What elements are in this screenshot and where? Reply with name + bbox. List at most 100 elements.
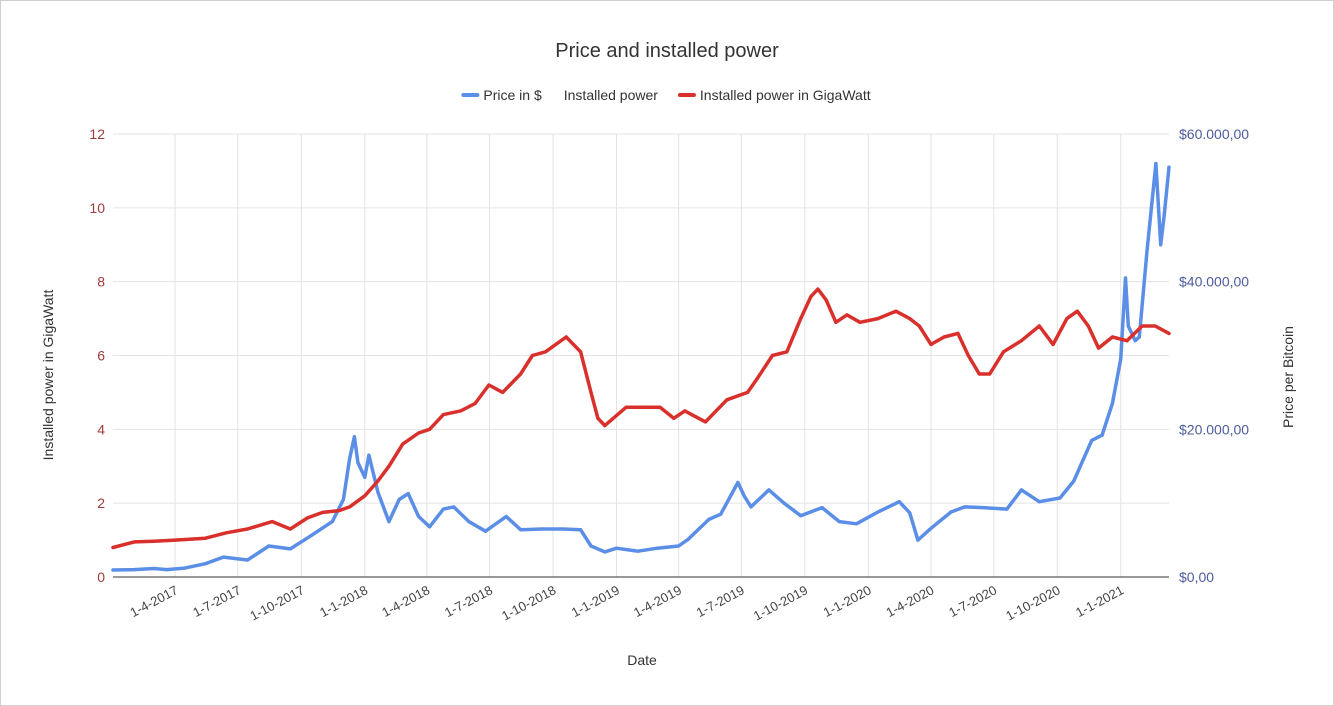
data-point <box>1019 339 1024 343</box>
data-point <box>1159 243 1163 247</box>
data-point <box>363 475 367 479</box>
y-axis-right-title: Price per Bitcoin <box>1280 326 1296 428</box>
data-point <box>596 416 600 420</box>
data-point <box>858 320 862 324</box>
data-point <box>356 461 360 465</box>
data-point <box>686 537 690 541</box>
data-point <box>441 507 445 511</box>
data-point <box>845 313 849 317</box>
data-point <box>677 544 681 548</box>
data-point <box>876 317 880 321</box>
data-point <box>519 528 523 532</box>
x-tick-label: 1-10-2020 <box>1003 582 1062 623</box>
data-point <box>330 520 334 524</box>
data-point <box>554 342 558 346</box>
data-point <box>749 505 753 509</box>
y-left-tick-label: 8 <box>97 274 105 290</box>
data-point <box>785 350 789 354</box>
data-point <box>1075 309 1079 313</box>
data-point <box>672 416 676 420</box>
data-point <box>487 383 491 387</box>
data-point <box>1133 339 1137 343</box>
x-tick-label: 1-10-2017 <box>247 582 306 623</box>
data-point <box>756 376 760 380</box>
x-tick-label: 1-1-2020 <box>821 582 874 620</box>
data-point <box>589 390 593 394</box>
data-point <box>809 294 813 298</box>
data-point <box>1140 324 1144 328</box>
x-tick-label: 1-7-2017 <box>190 582 243 620</box>
data-point <box>614 546 619 550</box>
gridlines <box>113 133 1169 577</box>
data-point <box>1110 401 1114 406</box>
data-point <box>1097 346 1101 350</box>
data-point <box>929 526 933 530</box>
data-point <box>703 420 708 424</box>
data-point <box>132 568 136 572</box>
data-point <box>1001 350 1006 354</box>
installed-power-line <box>111 287 1171 550</box>
data-point <box>270 520 274 524</box>
data-point <box>543 350 548 354</box>
data-point <box>1153 324 1157 328</box>
data-point <box>132 540 136 544</box>
data-point <box>1162 213 1166 217</box>
data-point <box>183 566 187 570</box>
data-point <box>1110 335 1114 339</box>
data-point <box>376 490 380 494</box>
data-point <box>173 538 177 542</box>
data-point <box>683 409 687 413</box>
data-point <box>916 538 920 542</box>
data-point <box>579 350 583 354</box>
data-point <box>770 353 775 358</box>
data-point <box>1125 339 1129 343</box>
data-point <box>1126 324 1130 328</box>
data-point <box>908 317 912 321</box>
data-point <box>824 298 828 302</box>
x-tick-label: 1-1-2018 <box>317 582 370 620</box>
data-point <box>152 566 156 571</box>
data-point <box>367 453 371 457</box>
data-point <box>501 390 505 394</box>
data-point <box>504 514 508 519</box>
data-point <box>245 527 250 531</box>
data-point <box>820 506 824 510</box>
y-right-tick-label: $40.000,00 <box>1179 274 1249 290</box>
data-point <box>245 558 250 562</box>
x-tick-label: 1-7-2018 <box>442 582 495 620</box>
data-point <box>908 511 912 515</box>
data-point <box>655 546 659 550</box>
data-point <box>1137 335 1141 339</box>
data-point <box>473 401 477 406</box>
data-point <box>966 353 970 358</box>
x-tick-label: 1-4-2019 <box>631 582 684 620</box>
data-point <box>530 353 535 358</box>
y-right-tick-label: $0,00 <box>1179 569 1214 585</box>
data-point <box>288 527 292 531</box>
data-point <box>956 331 960 335</box>
data-point <box>876 510 880 514</box>
x-tick-label: 1-1-2019 <box>569 582 622 620</box>
data-point <box>1019 488 1024 492</box>
data-point <box>288 547 292 551</box>
data-point <box>1005 507 1009 511</box>
left-axis-ticks: 0 2 4 6 8 10 12 <box>89 126 105 585</box>
data-point <box>1154 161 1158 166</box>
data-point <box>988 372 992 376</box>
chart-title: Price and installed power <box>555 40 779 62</box>
legend: Price in $ Installed power Installed power… <box>461 87 871 103</box>
data-point <box>1090 438 1094 442</box>
x-tick-label: 1-4-2020 <box>883 582 936 620</box>
legend-item: Installed power <box>564 87 659 103</box>
data-point <box>519 372 523 376</box>
data-point <box>363 494 367 498</box>
data-point <box>1058 496 1062 500</box>
y-left-tick-label: 2 <box>97 495 105 511</box>
data-point <box>1100 433 1104 437</box>
data-point <box>1072 479 1076 483</box>
price-line <box>111 161 1171 572</box>
x-tick-label: 1-10-2018 <box>499 582 558 623</box>
x-tick-label: 1-4-2018 <box>379 582 432 620</box>
